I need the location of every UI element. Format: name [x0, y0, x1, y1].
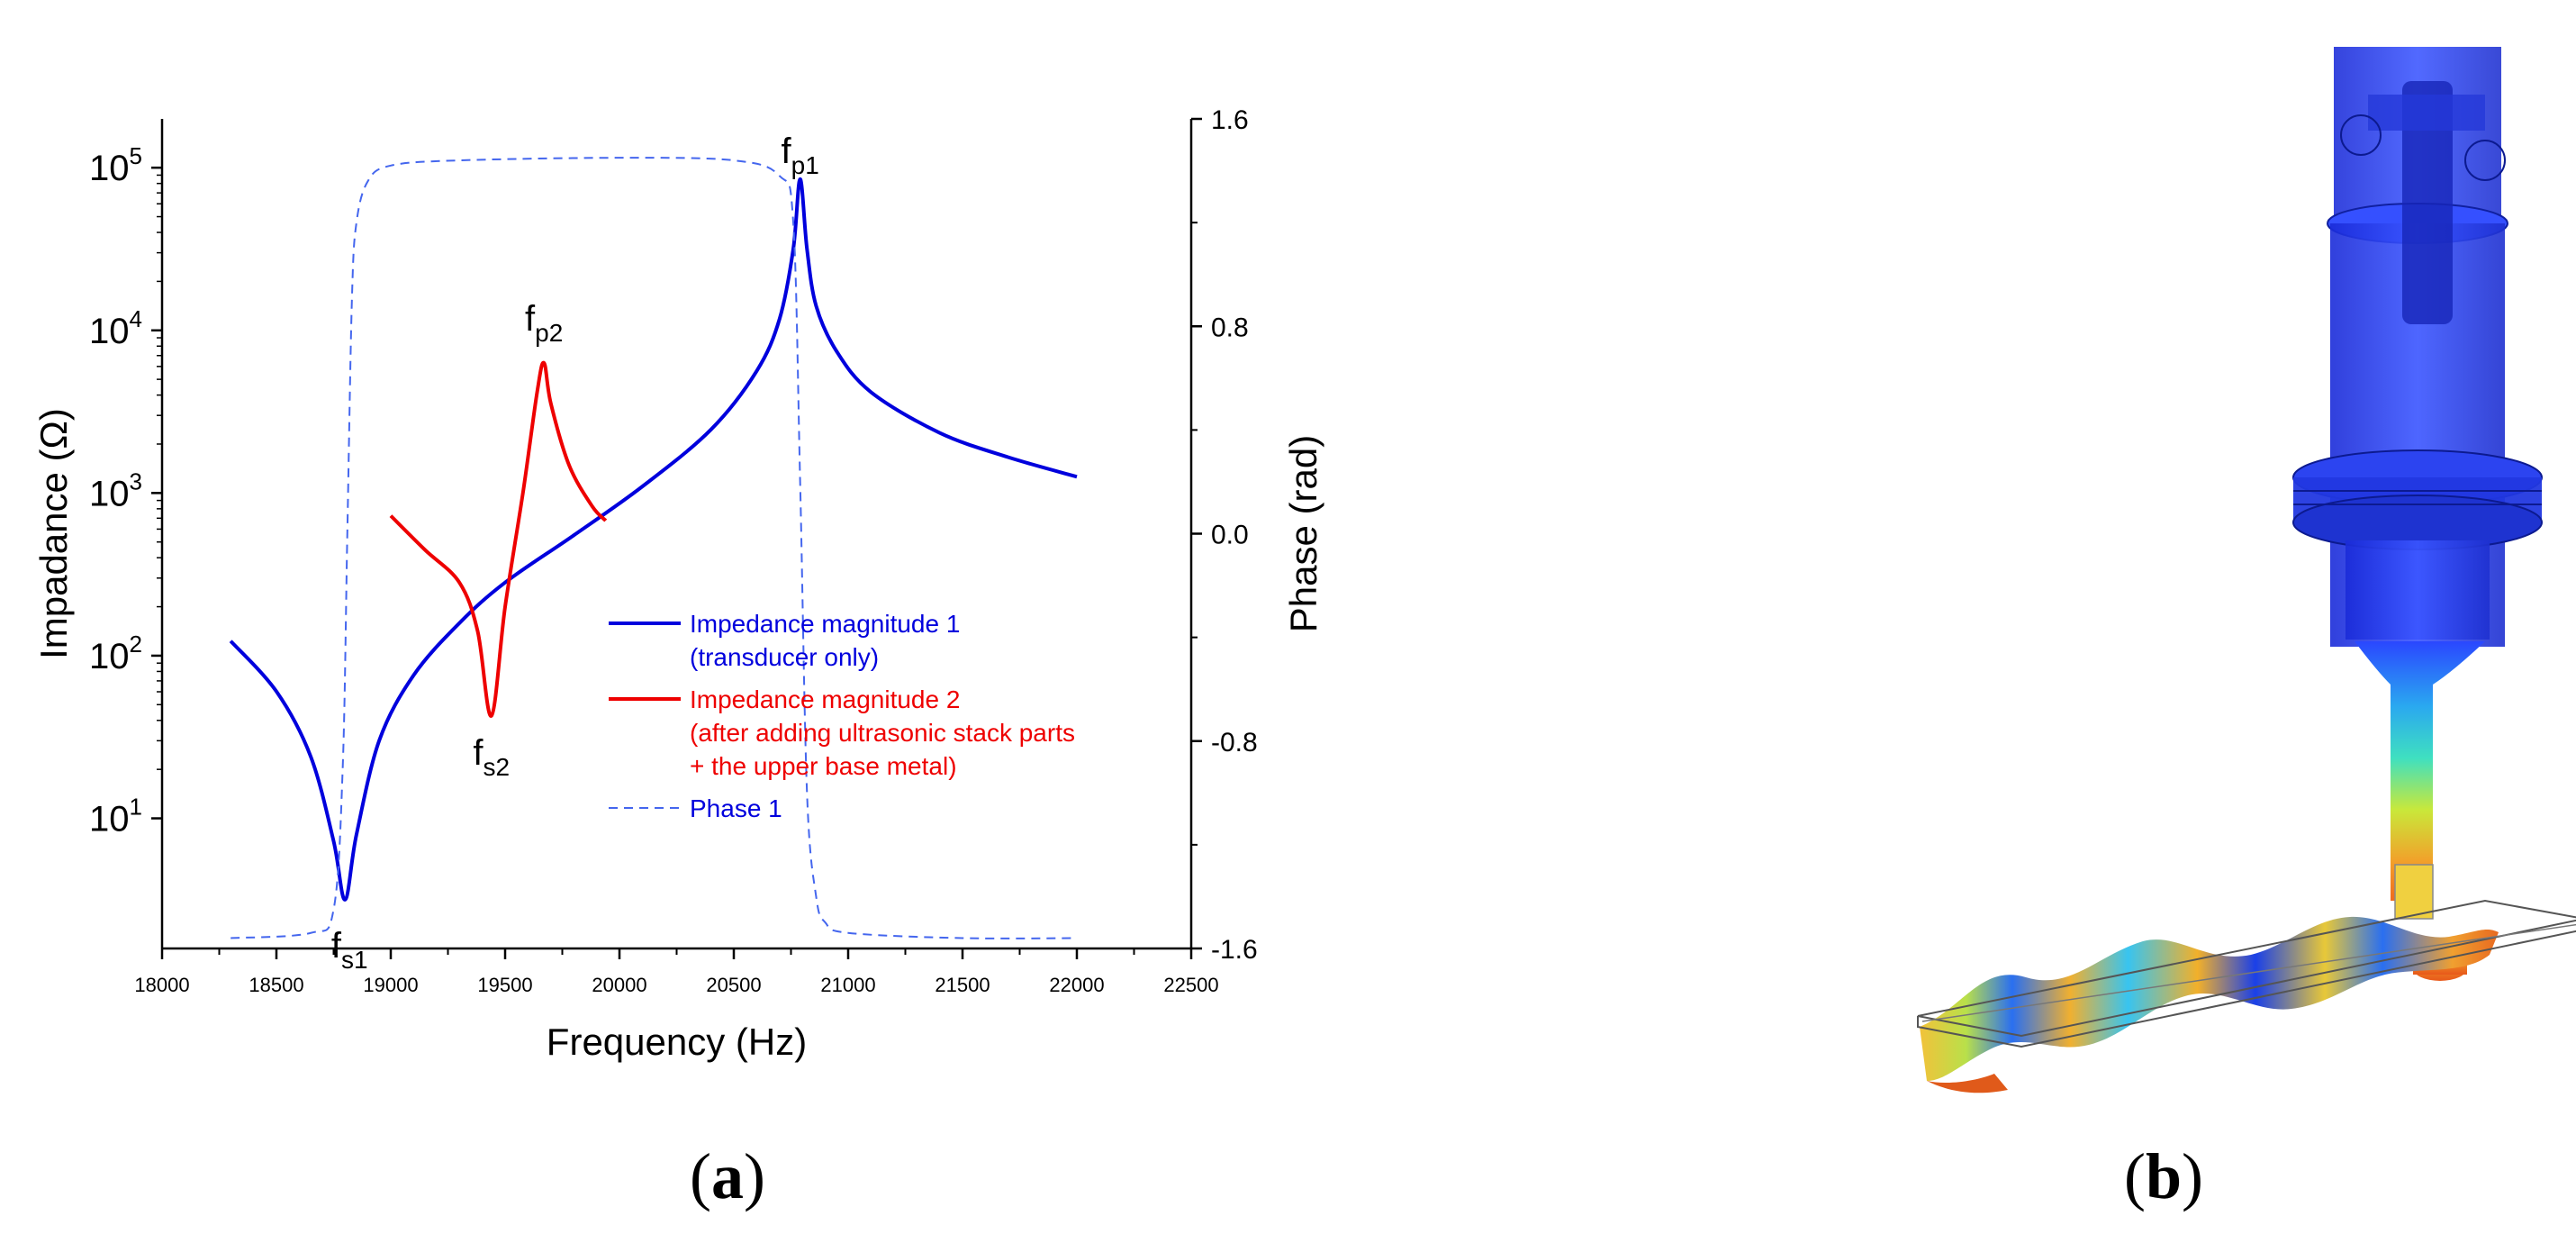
panel-label-b: (b) — [2124, 1140, 2203, 1212]
horn-neck — [2355, 641, 2485, 901]
series-line-2 — [389, 360, 608, 718]
x-tick-label: 20000 — [592, 974, 646, 996]
legend-text: Impedance magnitude 1 — [690, 610, 960, 638]
x-tick-label: 19000 — [363, 974, 418, 996]
annotation-f-p2: fp2 — [525, 299, 563, 347]
x-tick-label: 19500 — [477, 974, 532, 996]
x-tick-label: 22000 — [1049, 974, 1104, 996]
y-left-tick-label: 101 — [89, 794, 142, 839]
panel-label-a: (a) — [690, 1140, 765, 1212]
series-line-3 — [230, 157, 1078, 939]
fem-model-illustration — [1917, 47, 2576, 1093]
horn-tip — [2394, 864, 2434, 920]
y-right-tick-label: 0.8 — [1211, 313, 1249, 342]
annotation-f-s2: fs2 — [473, 733, 510, 781]
bolt-hole-left — [2340, 114, 2382, 156]
legend-text: + the upper base metal) — [690, 752, 957, 780]
legend-text: (transducer only) — [690, 643, 879, 671]
y-right-tick-label: 0.0 — [1211, 521, 1249, 550]
horn-lower — [2346, 540, 2490, 640]
x-tick-label: 21000 — [820, 974, 875, 996]
y-right-axis-label: Phase (rad) — [1282, 435, 1324, 632]
series-line-1 — [229, 177, 1078, 902]
x-tick-label: 18000 — [134, 974, 189, 996]
x-axis-label: Frequency (Hz) — [547, 1021, 807, 1063]
x-tick-label: 18500 — [249, 974, 303, 996]
y-left-tick-label: 102 — [89, 631, 142, 676]
y-right-tick-label: -1.6 — [1211, 935, 1258, 965]
legend-text: Impedance magnitude 2 — [690, 685, 960, 713]
annotation-f-s1: fs1 — [331, 926, 368, 974]
inner-stud — [2402, 81, 2453, 324]
y-right-tick-label: -0.8 — [1211, 728, 1258, 758]
stud-cross — [2368, 95, 2485, 131]
annotation-f-p1: fp1 — [782, 132, 819, 179]
legend-text: (after adding ultrasonic stack parts — [690, 719, 1075, 747]
lower-plate-wireframe — [1917, 899, 2576, 1048]
y-left-tick-label: 103 — [89, 467, 142, 513]
chart-impedance-phase: 18000 18500 19000 19500 20000 20500 21000 21500… — [32, 105, 1324, 1063]
y-right-tick-label: 1.6 — [1211, 105, 1249, 135]
x-tick-label: 21500 — [935, 974, 990, 996]
bolt-hole-right — [2464, 140, 2506, 181]
legend-text: Phase 1 — [690, 794, 782, 822]
y-left-tick-label: 105 — [89, 142, 142, 188]
x-tick-label: 22500 — [1163, 974, 1218, 996]
y-left-axis-label: Impadance (Ω) — [32, 408, 75, 659]
y-left-tick-label: 104 — [89, 305, 142, 351]
x-tick-label: 20500 — [706, 974, 761, 996]
